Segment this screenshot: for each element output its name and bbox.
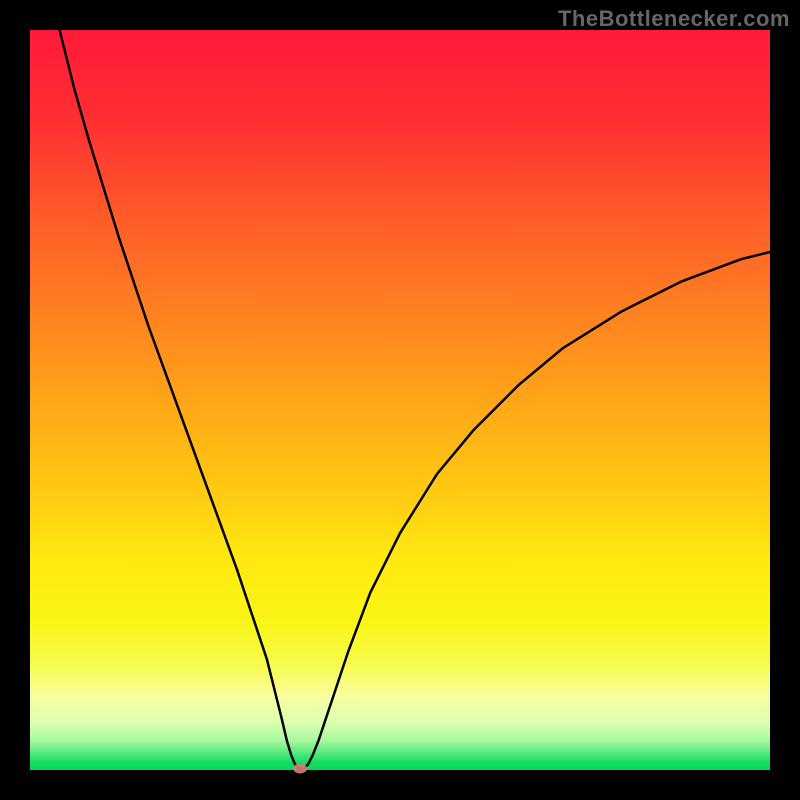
watermark-text: TheBottlenecker.com xyxy=(558,6,790,32)
optimum-marker xyxy=(293,764,307,774)
chart-root: TheBottlenecker.com xyxy=(0,0,800,800)
bottleneck-v-curve-chart xyxy=(0,0,800,800)
plot-background xyxy=(30,30,770,770)
